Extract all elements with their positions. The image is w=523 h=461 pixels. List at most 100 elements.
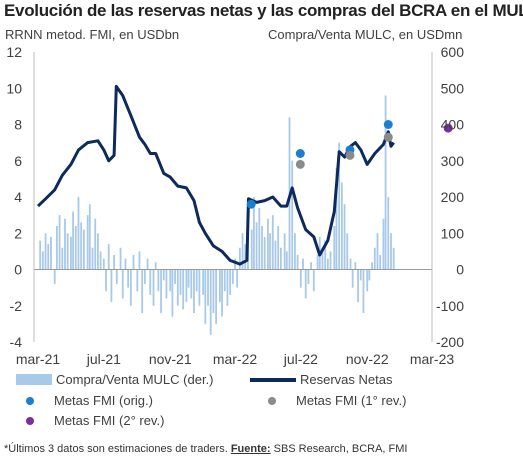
- mulc-bar: [138, 251, 141, 270]
- legend-item-bars: Compra/Venta MULC (der.): [16, 372, 214, 387]
- footnote-source-text: SBS Research, BCRA, FMI: [270, 443, 408, 455]
- mulc-bar: [141, 269, 144, 313]
- left-tick-label: 8: [14, 117, 22, 133]
- legend-label-orig: Metas FMI (orig.): [54, 393, 153, 408]
- mulc-bar: [392, 247, 395, 270]
- x-tick-label: mar-23: [410, 351, 455, 367]
- mulc-bar: [187, 269, 190, 288]
- left-tick-label: -2: [10, 298, 23, 314]
- left-tick-label: 0: [14, 262, 22, 278]
- mulc-bar: [294, 233, 296, 270]
- mulc-bar: [88, 204, 91, 270]
- mulc-bar: [238, 247, 241, 270]
- imf-target-orig-point: [383, 120, 393, 129]
- mulc-bar: [209, 269, 212, 335]
- mulc-bar: [349, 258, 352, 270]
- mulc-bar: [190, 269, 193, 299]
- mulc-bar: [387, 197, 390, 270]
- mulc-bar: [91, 247, 94, 270]
- mulc-bar: [129, 269, 132, 306]
- left-tick-label: 10: [6, 80, 22, 96]
- mulc-bar: [115, 269, 118, 284]
- mulc-bar: [371, 262, 373, 270]
- legend-item-rev1: Metas FMI (1° rev.): [268, 393, 406, 408]
- mulc-bar: [58, 215, 61, 270]
- reserves-line: [36, 84, 395, 266]
- mulc-bar: [55, 226, 58, 270]
- left-tick-label: -4: [10, 334, 23, 350]
- right-tick-label: 0: [456, 262, 464, 278]
- mulc-bar: [244, 244, 247, 270]
- imf-target-orig-point: [246, 199, 256, 209]
- mulc-bar: [44, 233, 47, 270]
- mulc-bar: [346, 233, 349, 270]
- mulc-bar: [382, 218, 385, 270]
- mulc-bar: [376, 233, 379, 270]
- mulc-bar: [263, 236, 266, 270]
- mulc-bar: [132, 255, 135, 270]
- right-axis-ticks: -200 -100 0 100 200 300 400 500 600: [436, 44, 464, 350]
- mulc-bar: [234, 258, 236, 270]
- mulc-bar: [236, 269, 239, 288]
- mulc-bar: [77, 197, 80, 270]
- mulc-bar: [179, 269, 182, 295]
- mulc-bar: [195, 269, 198, 292]
- mulc-bar: [215, 269, 218, 324]
- mulc-bar: [326, 258, 329, 270]
- legend-swatch-line: [250, 377, 296, 382]
- imf-target-rev1-point: [345, 150, 355, 160]
- mulc-bar: [171, 269, 174, 317]
- mulc-bar: [279, 247, 282, 270]
- mulc-bar: [80, 222, 83, 270]
- mulc-bar: [343, 204, 346, 270]
- mulc-bar: [226, 269, 229, 306]
- imf-target-rev1-point: [383, 132, 393, 142]
- mulc-bar: [379, 255, 382, 270]
- mulc-bar: [296, 255, 299, 270]
- mulc-bar: [221, 269, 223, 317]
- mulc-bar: [119, 247, 122, 270]
- mulc-bar: [41, 251, 44, 270]
- mulc-bar: [373, 247, 376, 270]
- left-axis-label: RRNN metod. FMI, en USDbn: [5, 27, 180, 42]
- footnote: *Últimos 3 datos son estimaciones de tra…: [4, 443, 408, 455]
- mulc-bar: [329, 251, 332, 270]
- imf-target-rev1-point: [295, 159, 305, 169]
- mulc-bar: [99, 251, 102, 270]
- left-tick-label: 6: [14, 153, 22, 169]
- mulc-bar: [212, 269, 215, 313]
- right-tick-label: 600: [441, 44, 465, 60]
- mulc-bar: [274, 240, 277, 270]
- imf-target-points: [246, 120, 453, 209]
- mulc-bar: [70, 236, 72, 270]
- mulc-bar: [283, 233, 286, 270]
- mulc-bar: [94, 218, 97, 270]
- mulc-bar: [169, 269, 172, 292]
- mulc-bar: [304, 269, 307, 299]
- mulc-bar: [149, 269, 152, 295]
- x-tick-label: mar-22: [213, 351, 258, 367]
- mulc-bar: [176, 269, 179, 306]
- legend: Compra/Venta MULC (der.) Reservas Netas …: [0, 372, 523, 432]
- mulc-bar: [162, 269, 165, 281]
- mulc-bars: [39, 95, 395, 335]
- mulc-bar: [50, 236, 52, 270]
- x-tick-label: nov-21: [149, 351, 192, 367]
- right-tick-label: -100: [436, 298, 464, 314]
- mulc-bar: [390, 233, 392, 270]
- mulc-bar: [165, 269, 168, 299]
- right-tick-label: 200: [441, 189, 465, 205]
- mulc-bar: [250, 229, 253, 270]
- right-tick-label: 400: [441, 117, 465, 133]
- mulc-bar: [354, 262, 357, 270]
- legend-label-line: Reservas Netas: [300, 372, 393, 387]
- chart-title: Evolución de las reservas netas y las co…: [4, 1, 523, 20]
- chart-canvas: -4 -2 0 2 4 6 8 10 12 -200 -100 0 100 200 300 400 500 60…: [6, 44, 464, 367]
- mulc-bar: [312, 269, 315, 292]
- mulc-bar: [241, 233, 244, 270]
- legend-item-orig: Metas FMI (orig.): [26, 393, 153, 408]
- mulc-bar: [107, 244, 110, 270]
- mulc-bar: [335, 168, 338, 270]
- legend-label-rev2: Metas FMI (2° rev.): [54, 413, 165, 428]
- mulc-bar: [64, 218, 66, 270]
